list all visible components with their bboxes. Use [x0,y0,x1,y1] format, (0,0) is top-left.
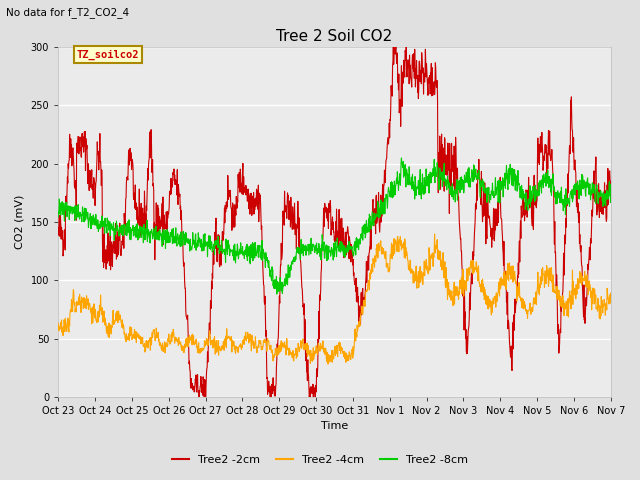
Legend: Tree2 -2cm, Tree2 -4cm, Tree2 -8cm: Tree2 -2cm, Tree2 -4cm, Tree2 -8cm [168,451,472,469]
X-axis label: Time: Time [321,421,348,432]
Text: TZ_soilco2: TZ_soilco2 [77,49,139,60]
Y-axis label: CO2 (mV): CO2 (mV) [15,195,25,249]
Title: Tree 2 Soil CO2: Tree 2 Soil CO2 [276,29,392,44]
Text: No data for f_T2_CO2_4: No data for f_T2_CO2_4 [6,7,129,18]
